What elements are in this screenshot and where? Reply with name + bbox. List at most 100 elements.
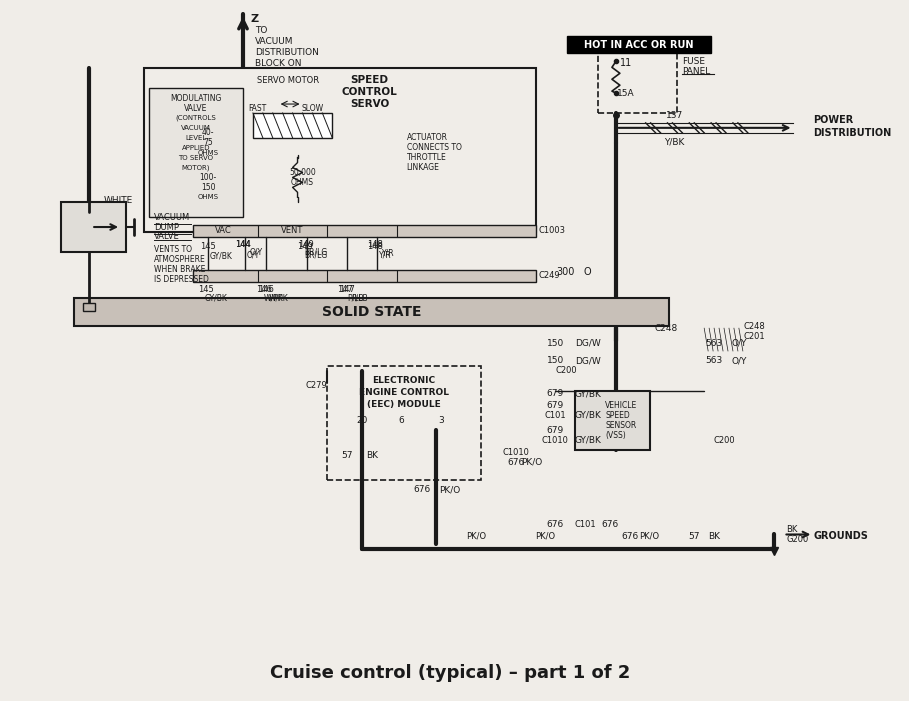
- Text: Z: Z: [251, 14, 259, 24]
- Bar: [62, 202, 126, 252]
- Text: PK/O: PK/O: [439, 485, 460, 494]
- Text: WHEN BRAKE: WHEN BRAKE: [154, 265, 205, 274]
- Text: C248: C248: [744, 322, 765, 331]
- Text: OHMS: OHMS: [198, 194, 219, 200]
- Text: SLOW: SLOW: [302, 104, 324, 112]
- Bar: [598, 53, 677, 113]
- Text: O: O: [584, 266, 591, 277]
- Text: P/LB: P/LB: [352, 294, 368, 303]
- Text: LEVEL: LEVEL: [185, 135, 206, 141]
- Text: 75: 75: [204, 138, 213, 147]
- Text: MOTOR): MOTOR): [182, 164, 210, 171]
- Text: 148: 148: [367, 240, 383, 250]
- Text: C101: C101: [574, 520, 596, 529]
- Text: Cruise control (typical) – part 1 of 2: Cruise control (typical) – part 1 of 2: [270, 665, 631, 682]
- Text: O/Y: O/Y: [731, 339, 746, 348]
- Bar: [144, 68, 535, 232]
- Text: 150: 150: [547, 339, 564, 348]
- Text: SOLID STATE: SOLID STATE: [322, 306, 422, 320]
- Text: GY/BK: GY/BK: [210, 251, 233, 260]
- Bar: [253, 113, 333, 138]
- Text: 144: 144: [235, 240, 251, 250]
- Text: 150: 150: [547, 356, 564, 365]
- Text: BK: BK: [366, 451, 378, 460]
- Text: VALVE: VALVE: [185, 104, 207, 112]
- Text: 15A: 15A: [617, 88, 634, 97]
- Text: 146: 146: [255, 285, 272, 294]
- Text: IS DEPRESSED: IS DEPRESSED: [154, 275, 208, 284]
- Text: PK/O: PK/O: [521, 458, 543, 467]
- Text: VAC: VAC: [215, 226, 232, 236]
- Text: DG/W: DG/W: [575, 356, 601, 365]
- Bar: [567, 36, 711, 53]
- Text: 150: 150: [201, 183, 215, 192]
- Text: 676: 676: [413, 485, 430, 494]
- Text: O/Y: O/Y: [731, 356, 746, 365]
- Bar: [575, 390, 650, 450]
- Text: SERVO: SERVO: [350, 99, 389, 109]
- Text: TO: TO: [255, 26, 267, 35]
- Text: C249: C249: [538, 271, 560, 280]
- Bar: [194, 270, 535, 282]
- Text: C1003: C1003: [538, 226, 565, 236]
- Bar: [149, 88, 243, 217]
- Text: G200: G200: [786, 535, 809, 544]
- Text: 145: 145: [198, 285, 215, 294]
- Text: TO SERVO: TO SERVO: [178, 155, 214, 161]
- Text: PANEL: PANEL: [683, 67, 711, 76]
- Text: 563: 563: [705, 356, 723, 365]
- Text: ELECTRONIC: ELECTRONIC: [373, 376, 435, 386]
- Text: BLOCK ON: BLOCK ON: [255, 59, 302, 68]
- Text: BR/LG: BR/LG: [304, 247, 327, 257]
- Text: SERVO MOTOR: SERVO MOTOR: [256, 76, 319, 85]
- Text: (EEC) MODULE: (EEC) MODULE: [367, 400, 441, 409]
- Text: C101: C101: [544, 411, 566, 420]
- Text: ACTUATOR: ACTUATOR: [406, 133, 447, 142]
- Text: BK: BK: [786, 525, 798, 534]
- Text: OHMS: OHMS: [198, 149, 219, 156]
- Text: PK/O: PK/O: [466, 532, 486, 541]
- Text: CONNECTS TO: CONNECTS TO: [406, 143, 462, 152]
- Text: (VSS): (VSS): [605, 431, 625, 440]
- Text: W/PK: W/PK: [264, 294, 284, 303]
- Text: BR/LG: BR/LG: [304, 250, 327, 259]
- Text: GY/BK: GY/BK: [574, 411, 602, 420]
- Text: VACUUM: VACUUM: [181, 125, 211, 131]
- Text: C201: C201: [744, 332, 765, 341]
- Text: 57: 57: [688, 532, 700, 541]
- Text: HOT IN ACC OR RUN: HOT IN ACC OR RUN: [584, 39, 694, 50]
- Text: GY/BK: GY/BK: [574, 389, 602, 398]
- Text: SPEED: SPEED: [605, 411, 630, 420]
- Text: ENGINE CONTROL: ENGINE CONTROL: [359, 388, 449, 397]
- Bar: [75, 299, 669, 326]
- Text: DG/W: DG/W: [575, 339, 601, 348]
- Text: FUSE: FUSE: [683, 57, 705, 66]
- Text: Y/R: Y/R: [378, 250, 391, 259]
- Text: BK: BK: [708, 532, 720, 541]
- Text: ATMOSPHERE: ATMOSPHERE: [154, 255, 205, 264]
- Text: PK/O: PK/O: [535, 532, 555, 541]
- Text: PK/O: PK/O: [640, 532, 660, 541]
- Text: 676: 676: [621, 532, 638, 541]
- Text: 3: 3: [438, 416, 445, 425]
- Text: 148: 148: [367, 243, 383, 252]
- Text: 679: 679: [547, 389, 564, 398]
- Text: 145: 145: [200, 243, 216, 252]
- Text: 679: 679: [547, 401, 564, 410]
- Text: VALVE: VALVE: [154, 233, 179, 241]
- Text: SPEED: SPEED: [351, 75, 388, 86]
- Text: VACUUM: VACUUM: [255, 37, 294, 46]
- Text: APPLIED: APPLIED: [182, 144, 210, 151]
- Text: VENTS TO: VENTS TO: [154, 245, 192, 254]
- Text: Y/R: Y/R: [382, 248, 395, 257]
- Text: 676: 676: [602, 520, 619, 529]
- Text: 147: 147: [337, 285, 353, 294]
- Text: VACUUM: VACUUM: [154, 212, 190, 222]
- Text: C248: C248: [654, 324, 678, 333]
- Text: C200: C200: [714, 436, 734, 444]
- Text: 50,000: 50,000: [289, 168, 315, 177]
- Text: GY/BK: GY/BK: [574, 436, 602, 444]
- Text: GROUNDS: GROUNDS: [814, 531, 868, 541]
- Text: 676: 676: [547, 520, 564, 529]
- Text: 679: 679: [547, 426, 564, 435]
